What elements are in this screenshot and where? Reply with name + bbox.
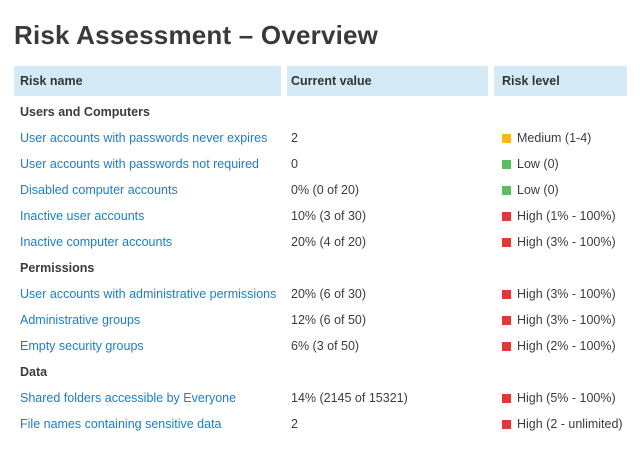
- risk-level-label: High (1% - 100%): [517, 209, 616, 223]
- risk-name-link[interactable]: Shared folders accessible by Everyone: [20, 391, 237, 405]
- risk-name-link[interactable]: File names containing sensitive data: [20, 417, 222, 431]
- risk-level-cell: High (3% - 100%): [494, 313, 627, 327]
- risk-level-cell: High (3% - 100%): [494, 287, 627, 301]
- risk-severity-square-icon: [502, 237, 511, 247]
- risk-level-cell: High (1% - 100%): [494, 209, 627, 223]
- risk-level-label: Low (0): [517, 183, 559, 197]
- risk-severity-square-icon: [502, 289, 511, 299]
- table-row: Inactive computer accounts 20% (4 of 20)…: [14, 229, 627, 255]
- risk-name-link[interactable]: Administrative groups: [20, 313, 141, 327]
- column-header-risk-name: Risk name: [14, 66, 281, 96]
- table-header-row: Risk name Current value Risk level: [14, 66, 627, 96]
- table-body: Users and Computers User accounts with p…: [14, 99, 627, 437]
- table-row: User accounts with passwords not require…: [14, 151, 627, 177]
- risk-severity-square-icon: [502, 341, 511, 351]
- table-row: User accounts with administrative permis…: [14, 281, 627, 307]
- risk-severity-square-icon: [502, 185, 511, 195]
- risk-level-cell: High (5% - 100%): [494, 391, 627, 405]
- risk-level-label: High (2 - unlimited): [517, 417, 623, 431]
- current-value-cell: 10% (3 of 30): [291, 209, 367, 223]
- risk-severity-square-icon: [502, 211, 511, 221]
- section-header: Data: [14, 359, 627, 385]
- current-value-cell: 20% (4 of 20): [291, 235, 367, 249]
- current-value-cell: 20% (6 of 30): [291, 287, 367, 301]
- risk-level-cell: Low (0): [494, 157, 627, 171]
- risk-level-label: Low (0): [517, 157, 559, 171]
- risk-name-link[interactable]: Inactive computer accounts: [20, 235, 173, 249]
- risk-assessment-table: Risk name Current value Risk level Users…: [14, 66, 627, 437]
- current-value-cell: 2: [291, 131, 298, 145]
- risk-severity-square-icon: [502, 315, 511, 325]
- current-value-cell: 6% (3 of 50): [291, 339, 360, 353]
- current-value-cell: 12% (6 of 50): [291, 313, 367, 327]
- risk-name-link[interactable]: Inactive user accounts: [20, 209, 145, 223]
- risk-level-cell: Low (0): [494, 183, 627, 197]
- table-row: Administrative groups 12% (6 of 50) High…: [14, 307, 627, 333]
- risk-severity-square-icon: [502, 133, 511, 143]
- risk-name-link[interactable]: Empty security groups: [20, 339, 144, 353]
- risk-severity-square-icon: [502, 393, 511, 403]
- table-row: Shared folders accessible by Everyone 14…: [14, 385, 627, 411]
- risk-severity-square-icon: [502, 159, 511, 169]
- section-header: Users and Computers: [14, 99, 627, 125]
- table-row: Inactive user accounts 10% (3 of 30) Hig…: [14, 203, 627, 229]
- table-row: User accounts with passwords never expir…: [14, 125, 627, 151]
- table-row: Disabled computer accounts 0% (0 of 20) …: [14, 177, 627, 203]
- risk-level-label: High (3% - 100%): [517, 313, 616, 327]
- risk-name-link[interactable]: User accounts with passwords never expir…: [20, 131, 268, 145]
- page-title: Risk Assessment – Overview: [14, 20, 379, 50]
- current-value-cell: 0: [291, 157, 298, 171]
- risk-level-cell: High (3% - 100%): [494, 235, 627, 249]
- risk-name-link[interactable]: User accounts with administrative permis…: [20, 287, 277, 301]
- table-row: File names containing sensitive data 2 H…: [14, 411, 627, 437]
- section-header: Permissions: [14, 255, 627, 281]
- current-value-cell: 14% (2145 of 15321): [291, 391, 408, 405]
- section-label: Data: [20, 365, 48, 379]
- risk-level-label: High (3% - 100%): [517, 287, 616, 301]
- risk-level-cell: Medium (1-4): [494, 131, 627, 145]
- risk-level-cell: High (2% - 100%): [494, 339, 627, 353]
- risk-level-label: High (5% - 100%): [517, 391, 616, 405]
- risk-severity-square-icon: [502, 419, 511, 429]
- risk-level-label: High (2% - 100%): [517, 339, 616, 353]
- risk-level-label: High (3% - 100%): [517, 235, 616, 249]
- section-label: Permissions: [20, 261, 95, 275]
- current-value-cell: 2: [291, 417, 298, 431]
- risk-name-link[interactable]: User accounts with passwords not require…: [20, 157, 260, 171]
- risk-level-label: Medium (1-4): [517, 131, 592, 145]
- table-row: Empty security groups 6% (3 of 50) High …: [14, 333, 627, 359]
- risk-level-cell: High (2 - unlimited): [494, 417, 627, 431]
- column-header-risk-level: Risk level: [494, 66, 627, 96]
- column-header-current-value: Current value: [287, 66, 488, 96]
- current-value-cell: 0% (0 of 20): [291, 183, 360, 197]
- risk-name-link[interactable]: Disabled computer accounts: [20, 183, 178, 197]
- section-label: Users and Computers: [20, 105, 150, 119]
- risk-assessment-page: Risk Assessment – Overview Risk name Cur…: [14, 20, 627, 437]
